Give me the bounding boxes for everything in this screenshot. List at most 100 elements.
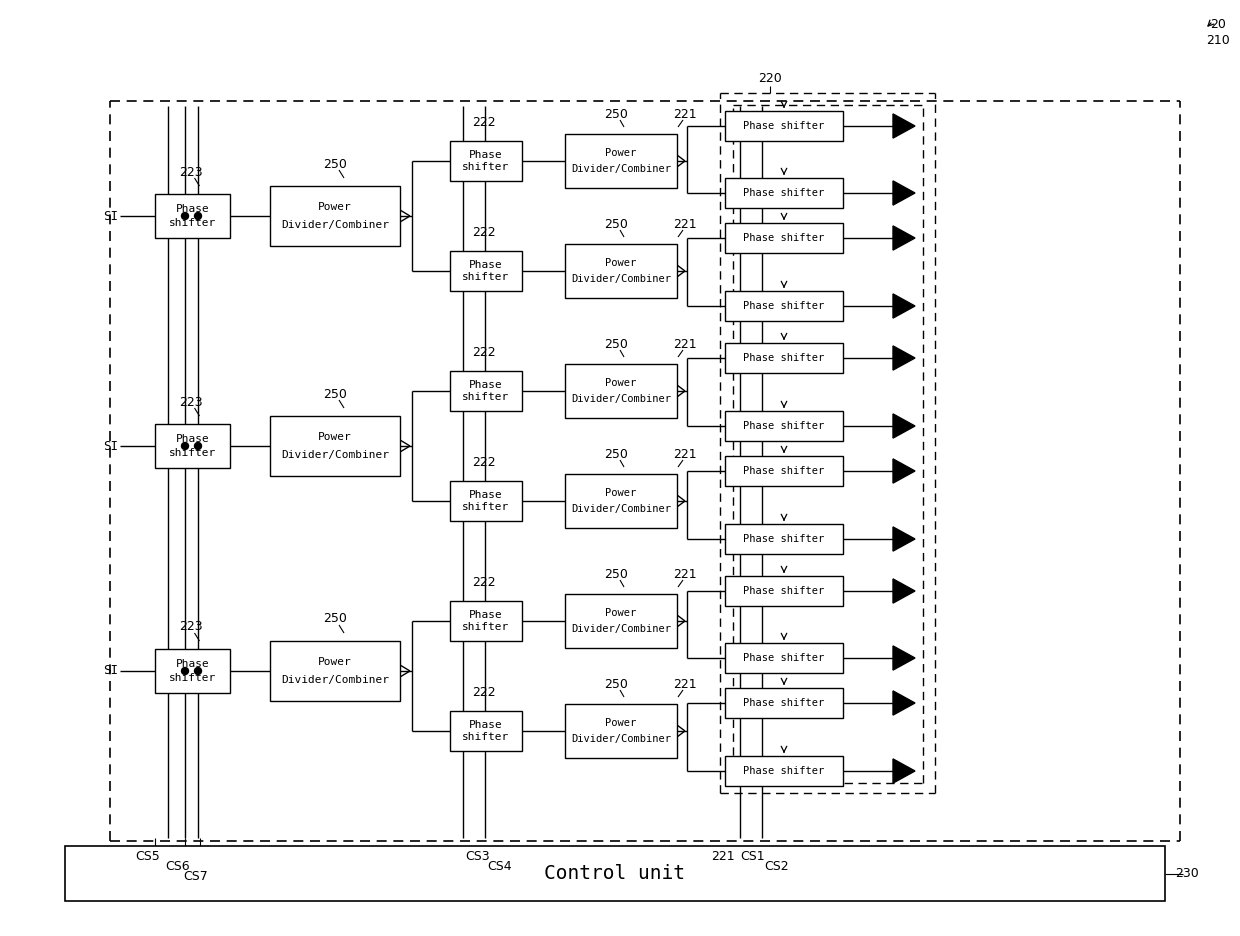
Text: CS2: CS2 (764, 859, 789, 872)
Text: Phase shifter: Phase shifter (743, 301, 825, 311)
Bar (725, 643, 843, 673)
Text: Phase: Phase (469, 380, 503, 390)
Bar (725, 456, 843, 486)
Text: 210: 210 (1207, 35, 1230, 48)
Text: 222: 222 (472, 116, 496, 129)
Text: Divider/Combiner: Divider/Combiner (570, 734, 671, 744)
Text: Power: Power (605, 488, 636, 498)
Text: 250: 250 (604, 217, 627, 230)
Text: Phase: Phase (176, 659, 210, 669)
Bar (155, 649, 229, 693)
Bar (565, 134, 677, 188)
Circle shape (195, 667, 201, 675)
Text: Power: Power (319, 432, 352, 442)
Text: CS6: CS6 (166, 859, 190, 872)
Bar (270, 416, 401, 476)
Text: 250: 250 (604, 447, 627, 461)
Polygon shape (893, 294, 915, 318)
Text: Phase: Phase (469, 260, 503, 270)
Bar (450, 371, 522, 411)
Text: CS7: CS7 (184, 870, 208, 883)
Text: Divider/Combiner: Divider/Combiner (570, 624, 671, 634)
Text: 250: 250 (604, 678, 627, 691)
Circle shape (181, 212, 188, 220)
Circle shape (181, 443, 188, 449)
Text: Power: Power (319, 202, 352, 212)
Text: shifter: shifter (463, 622, 510, 632)
Text: Phase: Phase (176, 204, 210, 214)
Bar (270, 186, 401, 246)
Bar (450, 481, 522, 521)
Bar (450, 141, 522, 181)
Text: Power: Power (605, 148, 636, 158)
Polygon shape (893, 346, 915, 370)
Bar (725, 576, 843, 606)
Bar (725, 411, 843, 441)
Text: shifter: shifter (463, 502, 510, 512)
Text: Divider/Combiner: Divider/Combiner (570, 505, 671, 514)
Text: shifter: shifter (463, 392, 510, 402)
Bar (565, 364, 677, 418)
Text: Divider/Combiner: Divider/Combiner (281, 220, 389, 230)
Text: shifter: shifter (463, 162, 510, 172)
Text: shifter: shifter (463, 732, 510, 742)
Text: Phase shifter: Phase shifter (743, 466, 825, 476)
Text: 220: 220 (758, 71, 782, 84)
Text: 222: 222 (472, 346, 496, 359)
Circle shape (195, 443, 201, 449)
Bar (725, 223, 843, 253)
Text: 250: 250 (324, 388, 347, 401)
Bar (725, 291, 843, 321)
Text: Phase shifter: Phase shifter (743, 233, 825, 243)
Text: 250: 250 (604, 338, 627, 350)
Text: SI: SI (103, 440, 118, 452)
Text: Power: Power (319, 657, 352, 667)
Circle shape (195, 212, 201, 220)
Text: 230: 230 (1176, 867, 1199, 880)
Text: Control unit: Control unit (544, 864, 686, 883)
Polygon shape (893, 691, 915, 715)
Bar (725, 688, 843, 718)
Bar (725, 756, 843, 786)
Bar (565, 244, 677, 298)
Text: shifter: shifter (169, 447, 216, 458)
Bar (155, 424, 229, 468)
Bar (450, 251, 522, 291)
Text: Phase: Phase (469, 720, 503, 730)
Polygon shape (893, 114, 915, 139)
Text: 223: 223 (179, 621, 202, 634)
Text: 221: 221 (673, 217, 697, 230)
Text: SI: SI (103, 210, 118, 223)
Text: 221: 221 (673, 338, 697, 350)
Text: 221: 221 (712, 850, 735, 862)
Text: Divider/Combiner: Divider/Combiner (281, 675, 389, 685)
Polygon shape (893, 181, 915, 205)
Text: Phase shifter: Phase shifter (743, 188, 825, 198)
Text: 222: 222 (472, 577, 496, 590)
Bar (64, 846, 1166, 901)
Polygon shape (893, 527, 915, 551)
Text: Power: Power (605, 258, 636, 268)
Bar (725, 178, 843, 208)
Text: CS3: CS3 (465, 850, 490, 862)
Text: Power: Power (605, 378, 636, 388)
Text: Phase shifter: Phase shifter (743, 766, 825, 776)
Text: Phase shifter: Phase shifter (743, 653, 825, 663)
Bar (450, 601, 522, 641)
Text: SI: SI (103, 665, 118, 678)
Text: 221: 221 (673, 447, 697, 461)
Text: Phase: Phase (469, 150, 503, 160)
Text: shifter: shifter (169, 673, 216, 682)
Text: 250: 250 (604, 108, 627, 121)
Text: Divider/Combiner: Divider/Combiner (570, 394, 671, 404)
Text: Phase shifter: Phase shifter (743, 353, 825, 363)
Text: Divider/Combiner: Divider/Combiner (570, 274, 671, 285)
Polygon shape (893, 646, 915, 670)
Text: Phase: Phase (469, 610, 503, 620)
Text: 223: 223 (179, 166, 202, 179)
Text: Phase shifter: Phase shifter (743, 534, 825, 544)
Text: 222: 222 (472, 227, 496, 240)
Text: shifter: shifter (169, 217, 216, 227)
Polygon shape (893, 759, 915, 783)
Polygon shape (893, 459, 915, 483)
